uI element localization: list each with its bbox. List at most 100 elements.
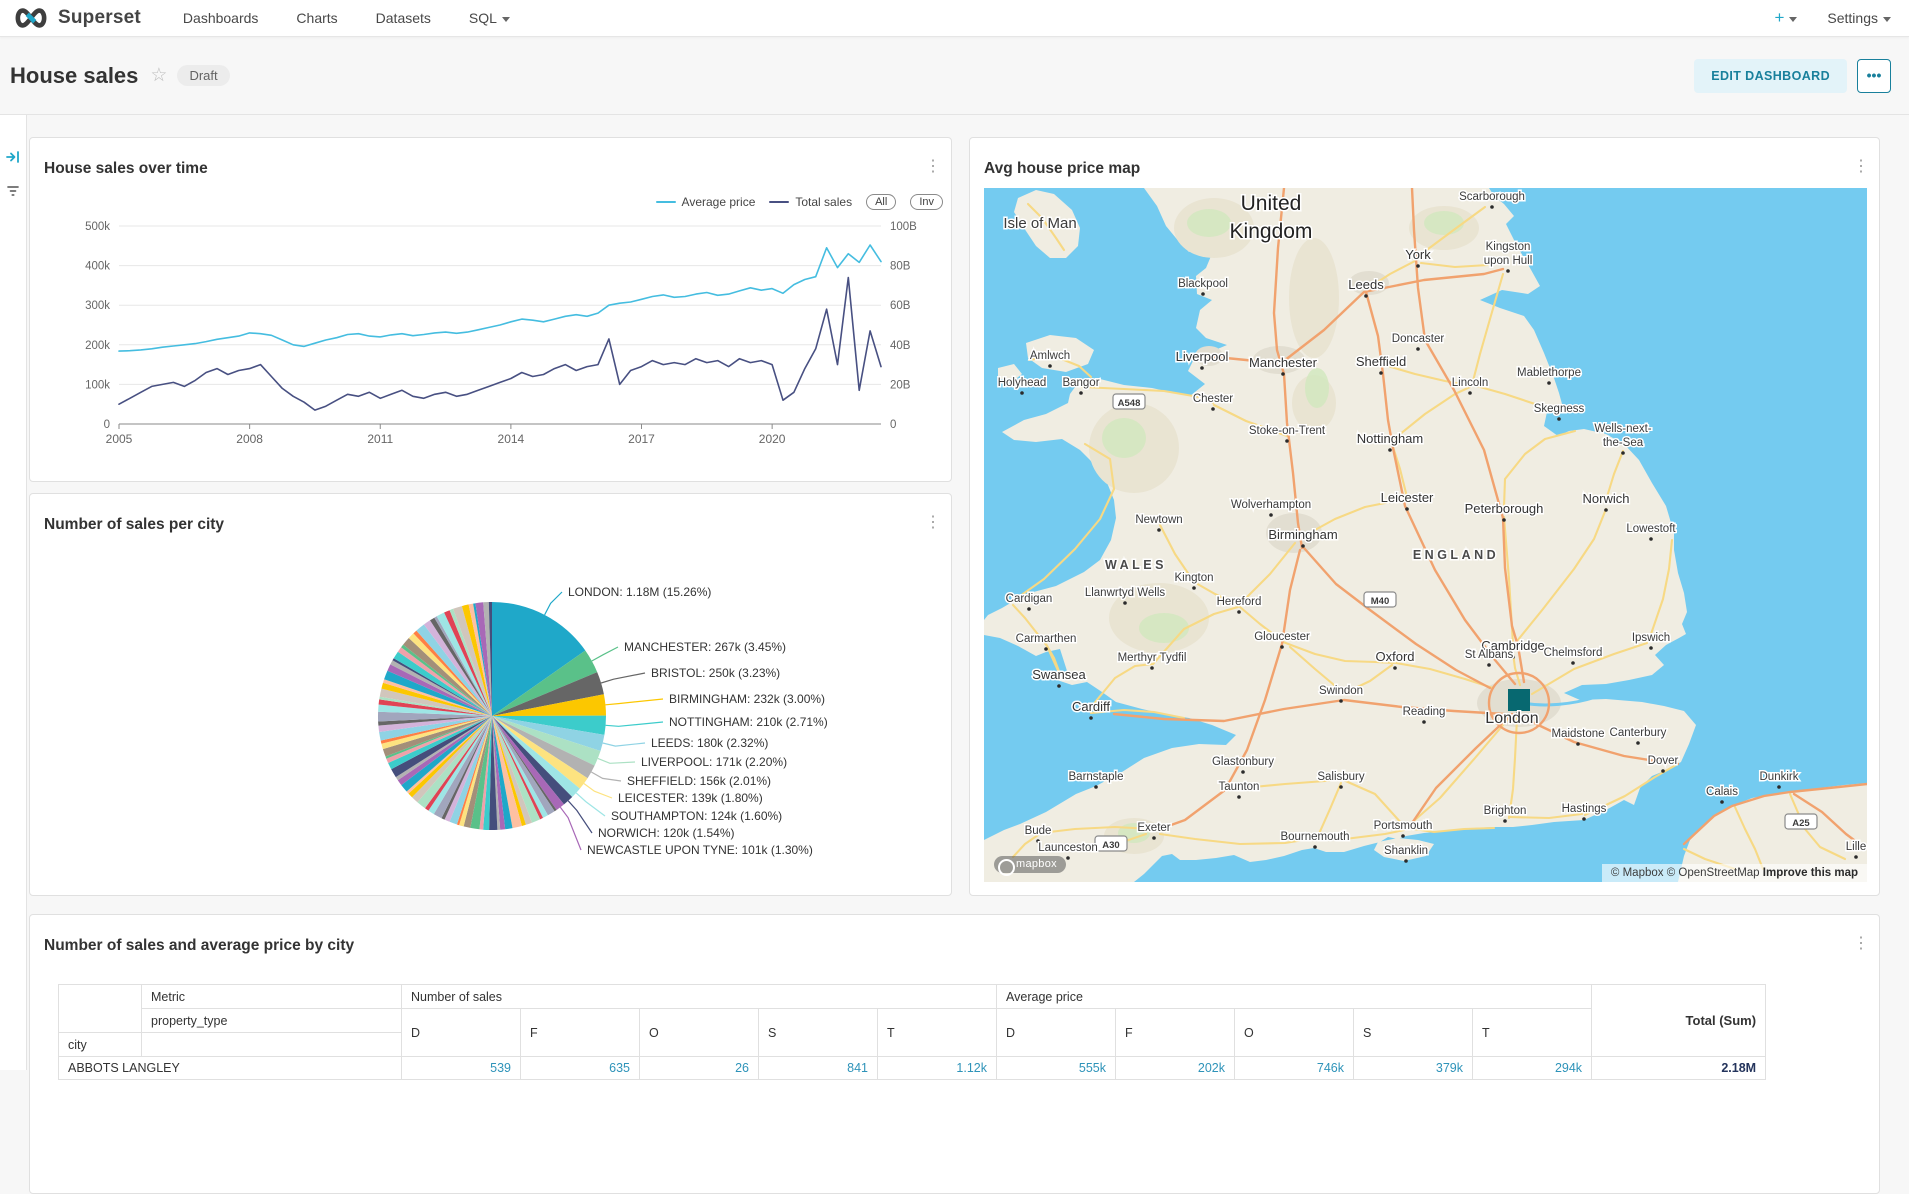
- attrib-improve-link[interactable]: Improve this map: [1762, 867, 1858, 879]
- pie-slice-other[interactable]: [453, 606, 492, 716]
- pie-chart[interactable]: LONDON: 1.18M (15.26%) MANCHESTER: 267k (…: [30, 494, 953, 897]
- pie-slice-other[interactable]: [387, 664, 492, 716]
- pie-slice-other[interactable]: [444, 716, 493, 822]
- favorite-star-icon[interactable]: ☆: [150, 65, 168, 86]
- settings-menu[interactable]: Settings: [1827, 10, 1891, 26]
- pie-slice-nottingham[interactable]: [492, 715, 607, 735]
- pie-slice-other[interactable]: [492, 716, 522, 829]
- pie-slice-other[interactable]: [378, 704, 492, 717]
- pie-slice-other[interactable]: [430, 617, 492, 716]
- more-options-icon[interactable]: ⋮: [1853, 158, 1869, 175]
- pie-slice-liverpool[interactable]: [492, 716, 601, 766]
- pie-slice-norwich[interactable]: [492, 716, 573, 805]
- pie-slice-leicester[interactable]: [492, 716, 588, 789]
- legend-average-price[interactable]: Average price: [655, 195, 755, 209]
- legend-inv-button[interactable]: Inv: [910, 194, 943, 210]
- pie-slice-other[interactable]: [473, 603, 492, 716]
- pie-slice-other[interactable]: [492, 716, 506, 830]
- pie-slice-other[interactable]: [492, 716, 526, 826]
- pie-slice-other[interactable]: [413, 630, 492, 716]
- pie-slice-other[interactable]: [492, 716, 555, 816]
- pie-slice-other[interactable]: [408, 716, 493, 798]
- attrib-osm-link[interactable]: © OpenStreetMap: [1666, 867, 1760, 879]
- pie-slice-other[interactable]: [449, 608, 492, 716]
- pie-slice-manchester[interactable]: [492, 650, 598, 717]
- attrib-mapbox-link[interactable]: © Mapbox: [1610, 867, 1664, 879]
- pie-slice-other[interactable]: [408, 633, 492, 716]
- pie-slice-leeds[interactable]: [492, 716, 605, 751]
- pie-slice-other[interactable]: [388, 716, 492, 770]
- pie-slice-bristol[interactable]: [492, 672, 604, 716]
- pie-slice-other[interactable]: [488, 601, 492, 716]
- pie-slice-other[interactable]: [381, 682, 492, 716]
- pie-slice-other[interactable]: [401, 716, 492, 792]
- pie-slice-other[interactable]: [377, 711, 492, 722]
- more-options-icon[interactable]: ⋮: [925, 158, 941, 175]
- pie-slice-other[interactable]: [379, 716, 492, 741]
- pie-slice-birmingham[interactable]: [492, 694, 606, 716]
- pie-slice-other[interactable]: [441, 716, 493, 820]
- superset-logo[interactable]: Superset: [0, 6, 155, 30]
- pie-slice-other[interactable]: [492, 716, 501, 830]
- pie-slice-sheffield[interactable]: [492, 716, 595, 779]
- pie-slice-other[interactable]: [492, 716, 541, 823]
- pie-slice-other[interactable]: [468, 603, 492, 716]
- pie-slice-other[interactable]: [397, 647, 492, 716]
- edit-dashboard-button[interactable]: EDIT DASHBOARD: [1694, 58, 1847, 93]
- new-item-menu[interactable]: +: [1774, 8, 1798, 28]
- more-options-icon[interactable]: ⋮: [1853, 935, 1869, 952]
- price-marker[interactable]: [1508, 689, 1530, 711]
- pie-slice-other[interactable]: [459, 716, 492, 827]
- pie-slice-other[interactable]: [378, 716, 492, 726]
- pie-slice-other[interactable]: [378, 716, 492, 732]
- pie-slice-other[interactable]: [492, 716, 532, 825]
- legend-all-button[interactable]: All: [866, 194, 897, 210]
- pie-slice-other[interactable]: [397, 716, 492, 786]
- pie-slice-other[interactable]: [483, 602, 492, 716]
- mapbox-map[interactable]: A548 M40 A30 A25 United Kingdom Isle of Man WAL…: [984, 188, 1867, 882]
- nav-datasets[interactable]: Datasets: [375, 10, 431, 26]
- legend-total-sales[interactable]: Total sales: [769, 195, 852, 209]
- pie-slice-other[interactable]: [428, 716, 492, 815]
- pie-slice-other[interactable]: [403, 638, 492, 716]
- pie-slice-other[interactable]: [412, 716, 492, 803]
- mapbox-logo[interactable]: mapbox: [994, 856, 1066, 876]
- header-more-button[interactable]: •••: [1857, 58, 1891, 93]
- filter-icon[interactable]: [5, 183, 21, 204]
- pie-slice-newcastle-upon-tyne[interactable]: [492, 716, 564, 810]
- pie-slice-other[interactable]: [384, 670, 492, 716]
- pie-slice-other[interactable]: [434, 616, 492, 716]
- pie-slice-other[interactable]: [379, 688, 492, 716]
- pie-slice-other[interactable]: [417, 716, 492, 809]
- pie-slice-other[interactable]: [492, 716, 543, 820]
- pie-slice-other[interactable]: [406, 716, 492, 794]
- pie-slice-other[interactable]: [492, 716, 548, 818]
- pie-slice-other[interactable]: [383, 679, 492, 716]
- line-chart[interactable]: 0 0 100k 20B 200k 40B 300k 60B 400k 80B 500k 100B 20…: [30, 138, 953, 483]
- series-line-total-sales[interactable]: [118, 276, 882, 411]
- pie-slice-other[interactable]: [479, 716, 492, 830]
- pie-slice-other[interactable]: [456, 716, 492, 826]
- pie-slice-other[interactable]: [379, 696, 492, 716]
- pie-slice-other[interactable]: [449, 716, 492, 825]
- pie-slice-other[interactable]: [395, 716, 492, 781]
- pie-slice-other[interactable]: [401, 644, 492, 716]
- expand-filter-bar-icon[interactable]: [5, 149, 21, 170]
- nav-charts[interactable]: Charts: [296, 10, 338, 26]
- pie-slice-other[interactable]: [423, 620, 492, 716]
- pie-slice-other[interactable]: [391, 716, 492, 778]
- pie-slice-other[interactable]: [489, 716, 498, 831]
- pie-slice-other[interactable]: [470, 716, 492, 830]
- pie-slice-other[interactable]: [386, 716, 492, 763]
- nav-sql[interactable]: SQL: [469, 10, 510, 26]
- pie-slice-other[interactable]: [392, 658, 493, 716]
- pie-slice-other[interactable]: [381, 716, 492, 750]
- pie-slice-southampton[interactable]: [492, 716, 580, 797]
- series-line-average-price[interactable]: [118, 244, 882, 352]
- pie-slice-other[interactable]: [433, 716, 492, 819]
- pie-slice-other[interactable]: [461, 604, 492, 716]
- pie-slice-other[interactable]: [436, 612, 492, 717]
- pie-slice-other[interactable]: [425, 716, 492, 811]
- pie-slice-other[interactable]: [382, 716, 492, 757]
- pie-slice-other[interactable]: [390, 660, 492, 716]
